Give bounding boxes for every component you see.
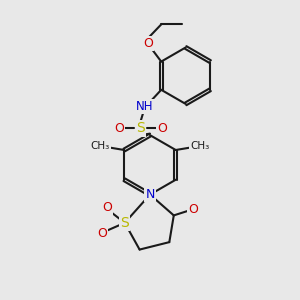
Text: O: O — [98, 227, 107, 240]
Text: O: O — [143, 37, 153, 50]
Text: O: O — [188, 203, 198, 216]
Text: CH₃: CH₃ — [91, 140, 110, 151]
Text: N: N — [145, 188, 155, 201]
Text: O: O — [157, 122, 167, 135]
Text: O: O — [114, 122, 124, 135]
Text: CH₃: CH₃ — [190, 140, 209, 151]
Text: O: O — [102, 202, 112, 214]
Text: S: S — [120, 216, 129, 230]
Text: NH: NH — [136, 100, 154, 113]
Text: S: S — [136, 122, 145, 136]
